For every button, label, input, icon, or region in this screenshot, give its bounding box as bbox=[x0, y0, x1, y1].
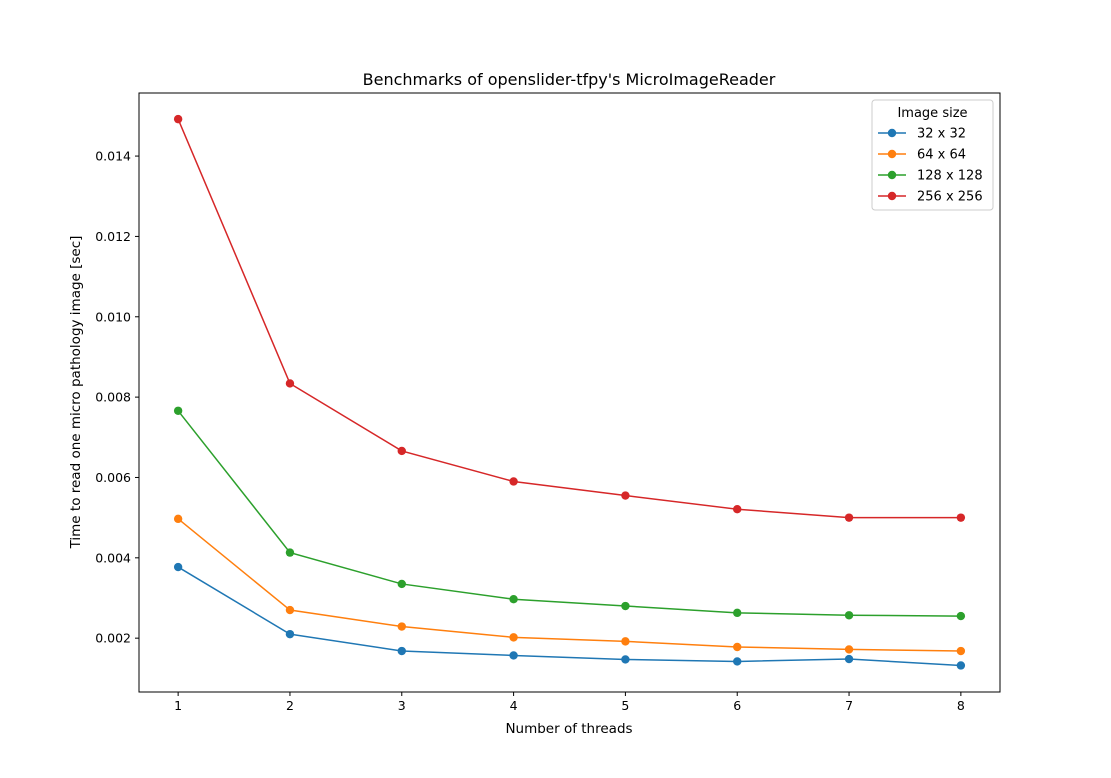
y-axis-ticks: 0.002 0.004 0.006 0.008 0.010 0.012 0.014 bbox=[95, 149, 139, 646]
data-point bbox=[285, 605, 295, 615]
x-axis-label: Number of threads bbox=[505, 721, 632, 737]
legend-label: 128 x 128 bbox=[917, 169, 983, 184]
data-point bbox=[509, 477, 518, 486]
data-point bbox=[844, 654, 854, 664]
x-tick-label: 4 bbox=[510, 698, 518, 713]
data-point bbox=[956, 513, 966, 522]
data-point bbox=[173, 514, 183, 524]
data-point bbox=[173, 114, 183, 124]
y-tick-label: 0.004 bbox=[95, 550, 131, 565]
series-128x128 bbox=[173, 406, 966, 621]
data-point bbox=[956, 611, 966, 621]
series-line bbox=[177, 518, 961, 652]
x-tick-label: 7 bbox=[845, 698, 853, 713]
data-point bbox=[621, 637, 630, 646]
data-point bbox=[621, 601, 630, 611]
x-tick-label: 3 bbox=[398, 698, 406, 713]
legend-marker-swatch bbox=[887, 170, 897, 180]
data-point bbox=[509, 633, 518, 642]
series-layer bbox=[173, 114, 966, 670]
legend-marker-swatch bbox=[887, 191, 897, 201]
data-point bbox=[397, 622, 406, 631]
chart-title: Benchmarks of openslider-tfpy's MicroIma… bbox=[363, 70, 776, 89]
series-line bbox=[177, 410, 961, 617]
legend-item: 256 x 256 bbox=[878, 190, 983, 205]
series-256x256 bbox=[173, 114, 966, 522]
data-point bbox=[733, 505, 742, 514]
data-point bbox=[285, 379, 295, 388]
y-tick-label: 0.008 bbox=[95, 390, 131, 405]
series-32x32 bbox=[173, 562, 966, 670]
series-64x64 bbox=[173, 514, 966, 656]
data-point bbox=[173, 562, 183, 572]
data-point bbox=[509, 651, 518, 660]
x-tick-label: 2 bbox=[286, 698, 294, 713]
data-point bbox=[733, 657, 742, 666]
data-point bbox=[285, 629, 295, 639]
y-tick-label: 0.014 bbox=[95, 149, 131, 164]
x-axis-ticks: 1 2 3 4 5 6 7 8 bbox=[174, 692, 965, 713]
legend-item: 128 x 128 bbox=[878, 169, 983, 184]
legend-label: 256 x 256 bbox=[917, 190, 983, 205]
data-point bbox=[397, 646, 406, 656]
legend-frame bbox=[871, 99, 994, 211]
x-tick-label: 6 bbox=[733, 698, 741, 713]
data-point bbox=[733, 608, 742, 618]
data-point bbox=[844, 513, 854, 522]
data-point bbox=[397, 579, 406, 589]
y-tick-label: 0.002 bbox=[95, 631, 131, 646]
legend-marker-swatch bbox=[887, 128, 897, 138]
data-point bbox=[621, 491, 630, 500]
plot-area bbox=[138, 92, 1001, 693]
legend: Image size 32 x 32 64 x 64 128 x 128 256 x … bbox=[871, 99, 994, 211]
data-point bbox=[956, 661, 966, 670]
x-tick-label: 5 bbox=[621, 698, 629, 713]
data-point bbox=[397, 446, 406, 456]
legend-marker-swatch bbox=[887, 149, 897, 159]
data-point bbox=[956, 646, 966, 656]
data-point bbox=[509, 594, 518, 604]
legend-item: 64 x 64 bbox=[878, 148, 966, 163]
series-line bbox=[177, 566, 961, 667]
plot-frame bbox=[138, 92, 1001, 693]
legend-label: 32 x 32 bbox=[917, 127, 966, 142]
x-tick-label: 8 bbox=[957, 698, 965, 713]
data-point bbox=[173, 406, 183, 415]
series-line bbox=[177, 118, 961, 519]
y-axis-label: Time to read one micro pathology image [… bbox=[68, 236, 84, 550]
data-point bbox=[621, 655, 630, 664]
x-tick-label: 1 bbox=[174, 698, 182, 713]
legend-title: Image size bbox=[897, 106, 967, 121]
legend-item: 32 x 32 bbox=[878, 127, 966, 142]
y-tick-label: 0.010 bbox=[95, 309, 131, 324]
data-point bbox=[733, 642, 742, 652]
y-tick-label: 0.012 bbox=[95, 229, 131, 244]
legend-label: 64 x 64 bbox=[917, 148, 966, 163]
data-point bbox=[285, 548, 295, 557]
data-point bbox=[844, 611, 854, 620]
y-tick-label: 0.006 bbox=[95, 470, 131, 485]
data-point bbox=[844, 645, 854, 654]
